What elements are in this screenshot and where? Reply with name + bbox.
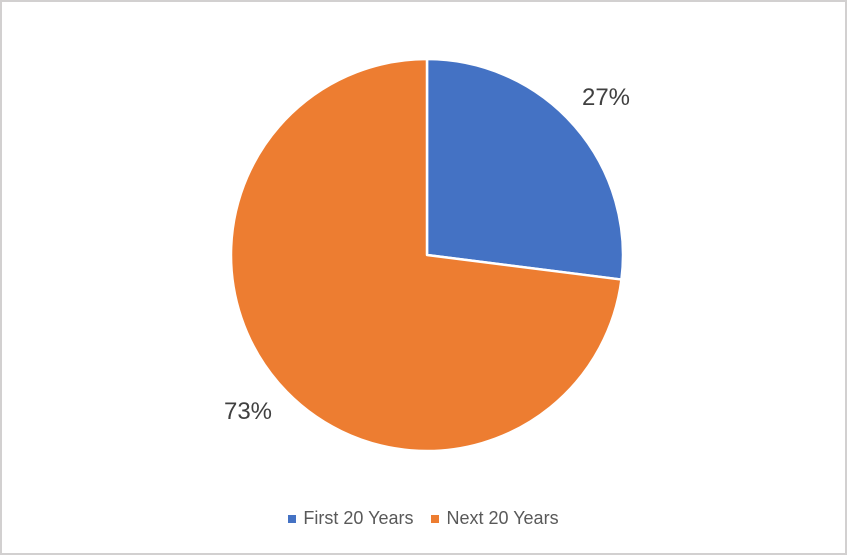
pie-slice-next-20-years — [229, 57, 623, 453]
legend-marker-square-icon — [431, 515, 440, 524]
legend-marker-square-icon — [288, 515, 297, 524]
pie-slice-first-20-years — [425, 57, 625, 281]
slice-label-1: 73% — [223, 398, 273, 425]
legend-item-first-20-years: First 20 Years — [288, 508, 413, 530]
legend: First 20 Years Next 20 Years — [2, 508, 845, 530]
legend-item-label: Next 20 Years — [446, 508, 559, 528]
slice-label-0: 27% — [581, 84, 631, 111]
legend-item-label: First 20 Years — [303, 508, 414, 528]
legend-item-next-20-years: Next 20 Years — [431, 508, 559, 530]
